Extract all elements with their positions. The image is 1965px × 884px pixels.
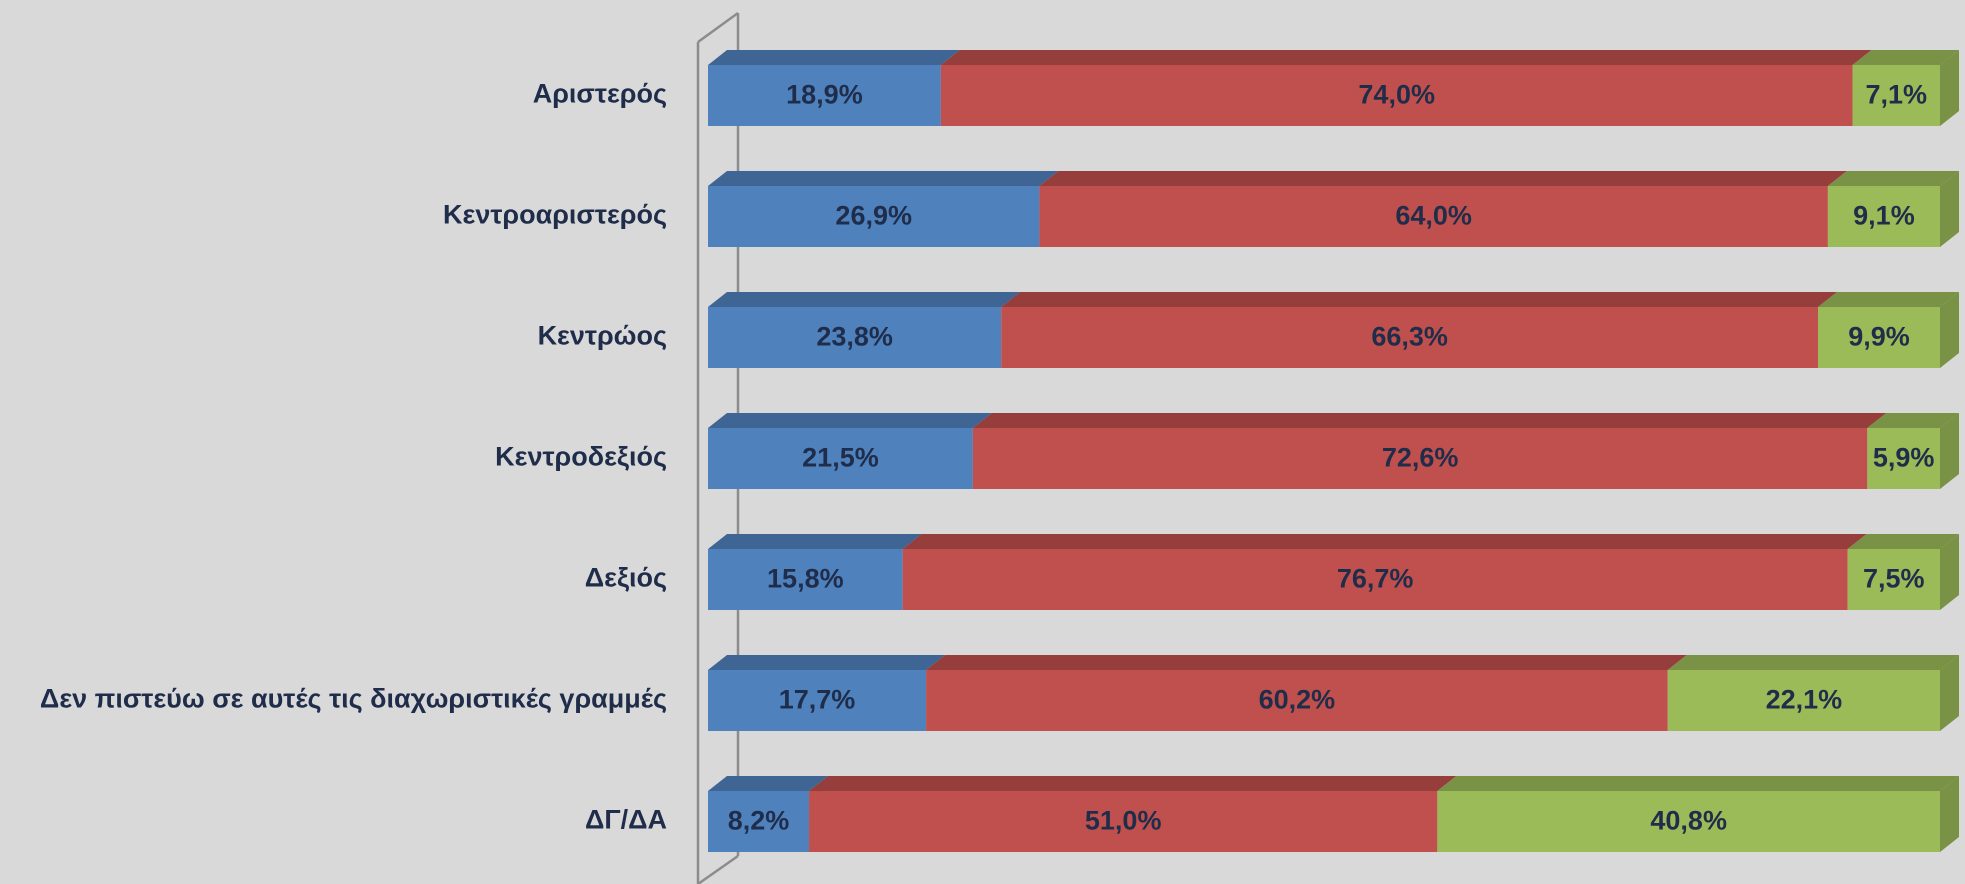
data-label: 76,7% (1337, 564, 1414, 594)
bar-top (708, 292, 1021, 307)
bar-top (1867, 413, 1959, 428)
bar-top (1001, 292, 1838, 307)
data-label: 5,9% (1873, 443, 1935, 473)
bar-top (708, 655, 946, 670)
data-label: 9,9% (1848, 322, 1910, 352)
bar-top (708, 171, 1059, 186)
bar-end (1940, 413, 1959, 489)
bar-segment (926, 670, 1668, 731)
y-tick-label: Κεντροαριστερός (443, 200, 667, 230)
bar-end (1940, 292, 1959, 368)
y-tick-label: ΔΓ/ΔΑ (585, 805, 667, 835)
bar-segment (1001, 307, 1819, 368)
bar-top (708, 413, 992, 428)
bar-segment (1437, 791, 1940, 852)
bar-top (1437, 776, 1959, 791)
bar-top (1818, 292, 1959, 307)
data-label: 51,0% (1085, 806, 1162, 836)
bar-top (809, 776, 1457, 791)
bar-segment (708, 549, 903, 610)
bar-segment (1867, 428, 1940, 489)
bar-segment (1667, 670, 1940, 731)
data-label: 74,0% (1358, 80, 1435, 110)
data-label: 15,8% (767, 564, 844, 594)
data-label: 72,6% (1382, 443, 1459, 473)
bar-segment (708, 186, 1040, 247)
bar-end (1940, 50, 1959, 126)
bar-top (1827, 171, 1959, 186)
bar-end (1940, 776, 1959, 852)
bar-end (1940, 171, 1959, 247)
bar-top (708, 776, 829, 791)
bar-segment (1039, 186, 1828, 247)
data-label: 66,3% (1371, 322, 1448, 352)
data-label: 21,5% (802, 443, 879, 473)
y-tick-label: Κεντροδεξιός (495, 442, 667, 472)
bar-top (1847, 534, 1959, 549)
bar-top (1667, 655, 1959, 670)
bar-top (902, 534, 1867, 549)
data-label: 7,5% (1863, 564, 1925, 594)
bar-end (1940, 534, 1959, 610)
data-label: 17,7% (779, 685, 856, 715)
bar-top (1852, 50, 1959, 65)
data-label: 22,1% (1766, 685, 1843, 715)
bar-segment (1818, 307, 1940, 368)
bar-segment (708, 428, 973, 489)
bar-segment (809, 791, 1438, 852)
data-label: 9,1% (1853, 201, 1915, 231)
bar-top (708, 50, 960, 65)
y-tick-label: Δεν πιστεύω σε αυτές τις διαχωριστικές γ… (40, 684, 667, 714)
bar-segment (902, 549, 1848, 610)
bar-segment (708, 65, 941, 126)
data-label: 7,1% (1865, 80, 1927, 110)
bar-segment (1847, 549, 1940, 610)
data-label: 23,8% (816, 322, 893, 352)
data-label: 8,2% (728, 806, 790, 836)
bar-segment (972, 428, 1868, 489)
bar-end (1940, 655, 1959, 731)
bar-segment (708, 791, 810, 852)
bar-segment (708, 670, 927, 731)
data-label: 26,9% (835, 201, 912, 231)
data-label: 40,8% (1650, 806, 1727, 836)
data-label: 64,0% (1395, 201, 1472, 231)
y-tick-label: Κεντρώος (538, 321, 667, 351)
bar-segment (1827, 186, 1940, 247)
bar-top (708, 534, 922, 549)
bar-top (940, 50, 1872, 65)
y-tick-label: Δεξιός (585, 563, 667, 593)
data-label: 60,2% (1259, 685, 1336, 715)
bar-segment (1852, 65, 1940, 126)
bar-top (926, 655, 1687, 670)
bar-top (1039, 171, 1847, 186)
data-label: 18,9% (786, 80, 863, 110)
bar-segment (940, 65, 1853, 126)
y-tick-label: Αριστερός (533, 79, 667, 109)
bar-segment (708, 307, 1002, 368)
bar-top (972, 413, 1887, 428)
